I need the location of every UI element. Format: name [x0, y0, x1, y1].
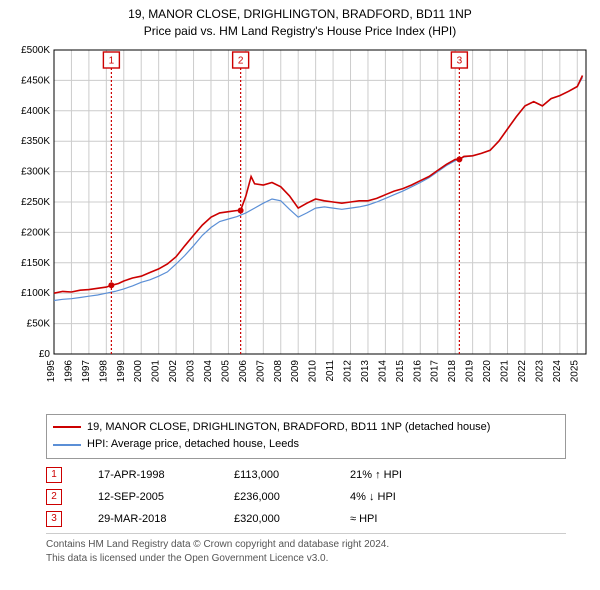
legend-swatch: [53, 426, 81, 428]
x-tick-label: 2023: [534, 359, 545, 382]
y-tick-label: £250K: [21, 197, 50, 208]
x-tick-label: 2017: [430, 359, 441, 382]
marker-dot: [108, 282, 114, 288]
event-date: 12-SEP-2005: [98, 491, 198, 503]
x-tick-label: 2009: [290, 359, 301, 382]
x-tick-label: 2025: [569, 359, 580, 382]
x-tick-label: 2015: [395, 359, 406, 382]
x-tick-label: 1998: [98, 359, 109, 382]
legend-row: 19, MANOR CLOSE, DRIGHLINGTON, BRADFORD,…: [53, 419, 559, 437]
legend-swatch: [53, 444, 81, 446]
title-line-2: Price paid vs. HM Land Registry's House …: [8, 23, 592, 40]
x-tick-label: 2019: [465, 359, 476, 382]
x-tick-label: 2010: [308, 359, 319, 382]
x-tick-label: 2014: [377, 359, 388, 382]
event-row: 1 17-APR-1998 £113,000 21% ↑ HPI: [46, 467, 566, 483]
x-tick-label: 2001: [151, 359, 162, 382]
legend: 19, MANOR CLOSE, DRIGHLINGTON, BRADFORD,…: [46, 414, 566, 459]
marker-number: 1: [109, 55, 115, 66]
x-tick-label: 2002: [168, 359, 179, 382]
legend-label: HPI: Average price, detached house, Leed…: [87, 436, 299, 454]
legend-row: HPI: Average price, detached house, Leed…: [53, 436, 559, 454]
y-tick-label: £450K: [21, 75, 50, 86]
x-tick-label: 2013: [360, 359, 371, 382]
event-marker-box: 1: [46, 467, 62, 483]
x-tick-label: 1997: [81, 359, 92, 382]
x-tick-label: 2016: [412, 359, 423, 382]
marker-dot: [238, 207, 244, 213]
event-price: £236,000: [234, 491, 314, 503]
x-tick-label: 2011: [325, 359, 336, 381]
x-tick-label: 2008: [273, 359, 284, 382]
event-price: £320,000: [234, 513, 314, 525]
x-tick-label: 2007: [255, 359, 266, 382]
y-tick-label: £500K: [21, 45, 50, 56]
legend-label: 19, MANOR CLOSE, DRIGHLINGTON, BRADFORD,…: [87, 419, 490, 437]
y-tick-label: £300K: [21, 166, 50, 177]
x-tick-label: 2024: [552, 359, 563, 382]
y-tick-label: £0: [39, 349, 51, 360]
events-table: 1 17-APR-1998 £113,000 21% ↑ HPI 2 12-SEP-200…: [46, 467, 566, 527]
y-tick-label: £100K: [21, 288, 50, 299]
footer-line-1: Contains HM Land Registry data © Crown c…: [46, 538, 566, 552]
price-chart: £0 £50K £100K £150K £200K £250K £300K £350K £400…: [10, 44, 590, 404]
x-tick-label: 2000: [133, 359, 144, 382]
marker-number: 2: [238, 55, 244, 66]
x-tick-label: 2012: [343, 359, 354, 382]
event-row: 2 12-SEP-2005 £236,000 4% ↓ HPI: [46, 489, 566, 505]
x-tick-label: 2003: [186, 359, 197, 382]
x-tick-label: 1996: [63, 359, 74, 382]
x-tick-label: 2021: [500, 359, 511, 382]
x-tick-label: 1999: [116, 359, 127, 382]
event-delta: 21% ↑ HPI: [350, 469, 440, 481]
footer-attribution: Contains HM Land Registry data © Crown c…: [46, 533, 566, 566]
x-tick-label: 1995: [46, 359, 57, 382]
y-tick-label: £200K: [21, 227, 50, 238]
event-delta: 4% ↓ HPI: [350, 491, 440, 503]
event-date: 17-APR-1998: [98, 469, 198, 481]
series-line: [54, 75, 583, 293]
event-price: £113,000: [234, 469, 314, 481]
event-delta: ≈ HPI: [350, 513, 440, 525]
y-tick-label: £350K: [21, 136, 50, 147]
event-row: 3 29-MAR-2018 £320,000 ≈ HPI: [46, 511, 566, 527]
x-tick-label: 2020: [482, 359, 493, 382]
x-tick-label: 2022: [517, 359, 528, 382]
y-tick-label: £150K: [21, 257, 50, 268]
chart-title-block: 19, MANOR CLOSE, DRIGHLINGTON, BRADFORD,…: [8, 6, 592, 40]
footer-line-2: This data is licensed under the Open Gov…: [46, 552, 566, 566]
x-tick-label: 2004: [203, 359, 214, 382]
x-tick-label: 2018: [447, 359, 458, 382]
y-tick-label: £50K: [27, 318, 51, 329]
marker-number: 3: [457, 55, 463, 66]
y-tick-label: £400K: [21, 105, 50, 116]
title-line-1: 19, MANOR CLOSE, DRIGHLINGTON, BRADFORD,…: [8, 6, 592, 23]
marker-dot: [456, 156, 462, 162]
event-marker-box: 2: [46, 489, 62, 505]
x-tick-label: 2005: [220, 359, 231, 382]
event-date: 29-MAR-2018: [98, 513, 198, 525]
x-tick-label: 2006: [238, 359, 249, 382]
event-marker-box: 3: [46, 511, 62, 527]
